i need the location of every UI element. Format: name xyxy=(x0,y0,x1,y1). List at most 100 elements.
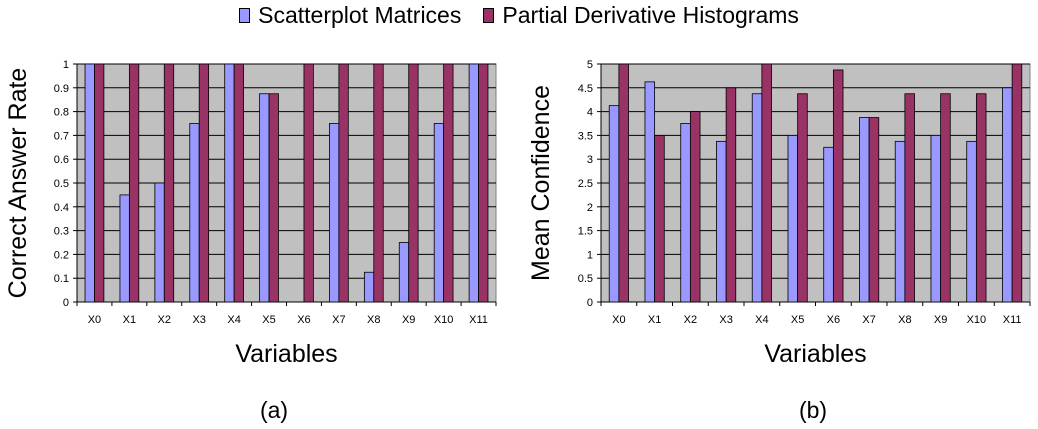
bar-histogram-x1 xyxy=(128,63,140,303)
bar-histogram-x11 xyxy=(478,63,489,303)
bar-scatterplot-x8 xyxy=(363,271,375,303)
y-tick-label: 0.6 xyxy=(54,154,69,166)
x-tick-label: X6 xyxy=(827,314,840,326)
y-axis-title: Correct Answer Rate xyxy=(4,68,32,299)
bar-scatterplot-x9 xyxy=(398,242,410,303)
bar-scatterplot-x4 xyxy=(751,93,763,303)
bar-histogram-x5 xyxy=(797,93,808,303)
bar-histogram-x8 xyxy=(373,63,384,303)
bar-scatterplot-x4 xyxy=(224,63,235,303)
y-tick-label: 0 xyxy=(587,297,593,309)
bar-scatterplot-x7 xyxy=(859,117,870,303)
legend-label-histograms: Partial Derivative Histograms xyxy=(502,2,799,28)
panel-label: (b) xyxy=(799,397,827,423)
x-tick-label: X0 xyxy=(88,314,101,326)
bar-scatterplot-x11 xyxy=(1002,87,1013,303)
bar-histogram-x9 xyxy=(408,63,419,303)
legend-swatch-scatterplot xyxy=(239,8,251,23)
y-tick-label: 0.3 xyxy=(54,226,69,238)
bar-histogram-x0 xyxy=(94,63,105,303)
x-tick-label: X3 xyxy=(192,314,205,326)
bar-scatterplot-x3 xyxy=(189,123,200,303)
y-tick-label: 2 xyxy=(587,202,593,214)
y-axis-title: Mean Confidence xyxy=(527,85,555,281)
bar-histogram-x7 xyxy=(338,63,349,303)
bar-scatterplot-x5 xyxy=(787,134,799,303)
y-tick-label: 0.1 xyxy=(54,273,69,285)
bar-histogram-x4 xyxy=(233,63,244,303)
bar-scatterplot-x10 xyxy=(966,140,977,303)
y-tick-label: 1 xyxy=(587,249,593,261)
y-tick-label: 3.5 xyxy=(578,130,593,142)
bar-scatterplot-x9 xyxy=(930,134,942,303)
bar-scatterplot-x1 xyxy=(644,81,656,303)
bar-histogram-x2 xyxy=(163,63,175,303)
x-tick-label: X9 xyxy=(402,314,415,326)
bar-scatterplot-x7 xyxy=(329,123,340,303)
bar-scatterplot-x3 xyxy=(716,140,727,303)
y-tick-label: 0 xyxy=(63,297,69,309)
bar-scatterplot-x10 xyxy=(433,123,445,303)
x-tick-label: X1 xyxy=(123,314,136,326)
chart-legend: Scatterplot Matrices Partial Derivative … xyxy=(0,2,1038,29)
bar-histogram-x11 xyxy=(1011,63,1023,303)
x-tick-label: X0 xyxy=(612,314,625,326)
bar-histogram-x1 xyxy=(654,134,665,303)
chart-panel-b: 0 0.5 1 1.5 2 2.5 3 3.5 4 4.5 5 X0 X1 X2 X3 X4 X5 X6 X7 X8 X… xyxy=(527,59,1031,423)
bar-histogram-x3 xyxy=(198,63,210,303)
x-tick-label: X9 xyxy=(934,314,947,326)
legend-item-scatterplot: Scatterplot Matrices xyxy=(239,2,461,29)
y-tick-label: 0.5 xyxy=(578,273,593,285)
x-tick-label: X1 xyxy=(648,314,661,326)
y-tick-label: 0.5 xyxy=(54,178,69,190)
y-tick-label: 2.5 xyxy=(578,178,593,190)
y-tick-label: 5 xyxy=(587,59,593,71)
chart-panel-a: 0 0.1 0.2 0.3 0.4 0.5 0.6 0.7 0.8 0.9 1 X0 X1 X2 X3 X4 X… xyxy=(4,59,497,423)
x-tick-label: X4 xyxy=(755,314,768,326)
bar-histogram-x10 xyxy=(975,93,987,303)
x-tick-label: X2 xyxy=(158,314,171,326)
x-tick-label: X6 xyxy=(297,314,310,326)
x-axis-title: Variables xyxy=(764,340,866,368)
bar-scatterplot-x6 xyxy=(823,146,834,303)
x-axis-title: Variables xyxy=(235,340,337,368)
x-tick-label: X11 xyxy=(469,314,488,326)
x-tick-label: X8 xyxy=(367,314,380,326)
y-tick-label: 0.2 xyxy=(54,249,69,261)
bar-scatterplot-x0 xyxy=(84,63,95,303)
legend-swatch-histograms xyxy=(483,8,495,23)
legend-item-histograms: Partial Derivative Histograms xyxy=(483,2,799,29)
x-tick-label: X4 xyxy=(227,314,240,326)
y-tick-label: 0.4 xyxy=(54,202,69,214)
legend-label-scatterplot: Scatterplot Matrices xyxy=(258,2,462,28)
x-tick-label: X3 xyxy=(719,314,732,326)
y-tick-label: 0.7 xyxy=(54,130,69,142)
y-tick-label: 4.5 xyxy=(578,83,593,95)
x-tick-label: X11 xyxy=(1003,314,1022,326)
bar-histogram-x4 xyxy=(761,63,772,303)
x-tick-label: X8 xyxy=(898,314,911,326)
y-tick-label: 3 xyxy=(587,154,593,166)
x-tick-label: X7 xyxy=(862,314,875,326)
bar-histogram-x6 xyxy=(832,69,844,303)
bar-scatterplot-x1 xyxy=(119,194,130,303)
bar-scatterplot-x11 xyxy=(468,63,479,303)
x-tick-label: X5 xyxy=(791,314,804,326)
y-tick-label: 4 xyxy=(587,107,593,119)
y-tick-label: 0.9 xyxy=(54,83,69,95)
x-tick-label: X10 xyxy=(434,314,454,326)
bar-histogram-x10 xyxy=(443,63,454,303)
bar-scatterplot-x0 xyxy=(608,105,620,303)
x-tick-label: X2 xyxy=(684,314,697,326)
bar-scatterplot-x5 xyxy=(259,93,270,303)
x-tick-label: X7 xyxy=(332,314,345,326)
y-tick-label: 0.8 xyxy=(54,107,69,119)
y-tick-label: 1.5 xyxy=(578,226,593,238)
bar-histogram-x3 xyxy=(725,87,737,303)
bar-histogram-x2 xyxy=(689,111,701,303)
bar-histogram-x8 xyxy=(904,93,915,303)
bar-scatterplot-x8 xyxy=(894,140,906,303)
panel-label: (a) xyxy=(260,397,288,423)
x-tick-label: X10 xyxy=(967,314,987,326)
